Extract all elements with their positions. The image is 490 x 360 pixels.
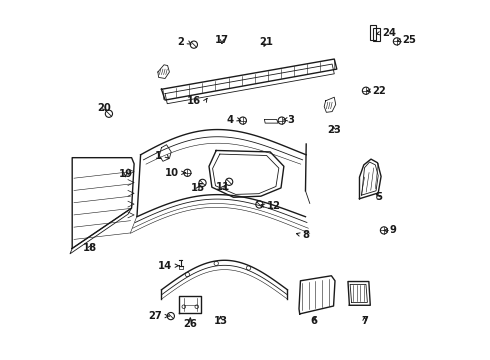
Text: 6: 6 xyxy=(310,316,317,326)
Text: 27: 27 xyxy=(148,311,162,321)
Text: 8: 8 xyxy=(302,230,309,240)
Text: 7: 7 xyxy=(361,316,368,326)
Text: 14: 14 xyxy=(158,261,172,271)
Text: 24: 24 xyxy=(382,28,396,38)
Text: 25: 25 xyxy=(403,35,416,45)
Text: 15: 15 xyxy=(191,183,205,193)
Text: 23: 23 xyxy=(327,125,341,135)
Text: 16: 16 xyxy=(187,96,201,106)
Text: 12: 12 xyxy=(267,201,281,211)
Text: 3: 3 xyxy=(288,114,294,125)
Text: 11: 11 xyxy=(216,182,230,192)
Text: 5: 5 xyxy=(375,192,382,202)
Text: 9: 9 xyxy=(389,225,396,235)
Text: 17: 17 xyxy=(215,35,229,45)
Text: 13: 13 xyxy=(214,316,227,326)
Text: 20: 20 xyxy=(97,103,111,113)
Text: 26: 26 xyxy=(183,319,197,329)
Text: 1: 1 xyxy=(154,150,162,161)
Text: 18: 18 xyxy=(82,243,97,253)
Text: 4: 4 xyxy=(226,114,233,125)
Text: 2: 2 xyxy=(177,37,184,48)
Text: 10: 10 xyxy=(165,168,178,178)
Text: 21: 21 xyxy=(259,37,273,48)
Bar xyxy=(373,28,380,41)
Text: 19: 19 xyxy=(119,168,132,179)
Text: 22: 22 xyxy=(372,86,386,96)
